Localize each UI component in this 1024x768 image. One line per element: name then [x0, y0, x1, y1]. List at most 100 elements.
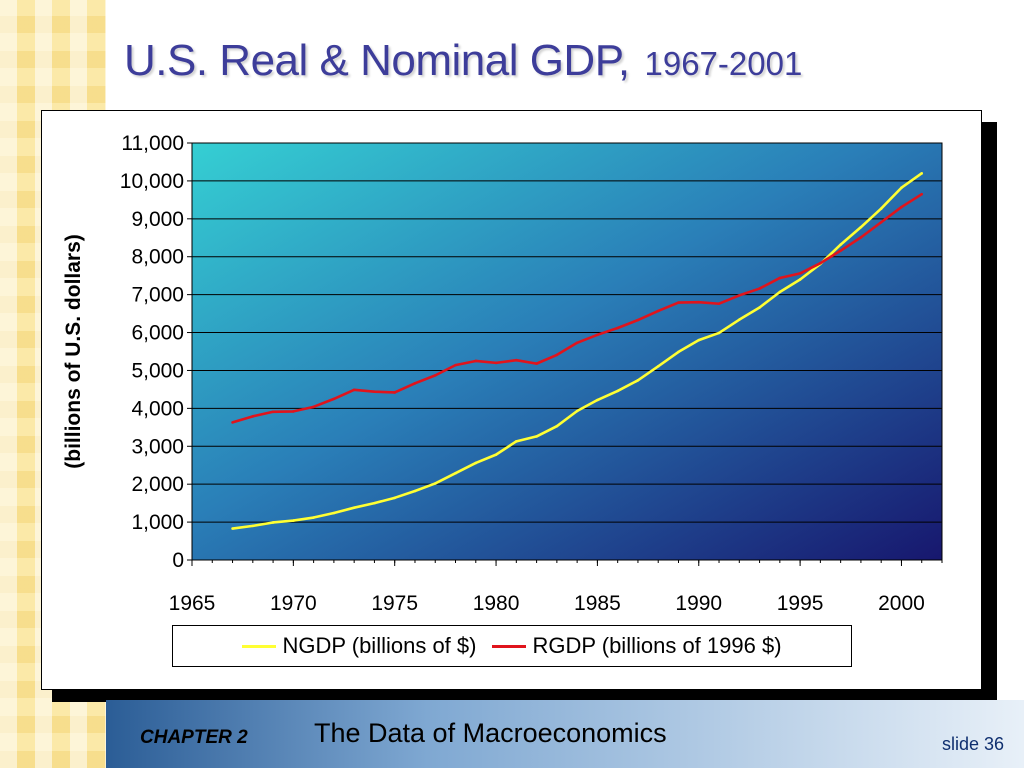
- legend-label-rgdp: RGDP (billions of 1996 $): [532, 633, 782, 658]
- title-years: 1967-2001: [644, 45, 803, 82]
- data-point-rgdp: [677, 301, 680, 304]
- data-point-ngdp: [879, 207, 883, 210]
- y-tick-label: 9,000: [131, 208, 184, 231]
- y-axis-label: (billions of U.S. dollars): [62, 234, 85, 469]
- data-point-rgdp: [373, 390, 376, 393]
- legend-swatch-ngdp: [242, 644, 277, 648]
- slide-title: U.S. Real & Nominal GDP, 1967-2001: [124, 36, 802, 86]
- y-tick-label: 10,000: [120, 170, 184, 193]
- data-point-rgdp: [494, 361, 498, 365]
- data-point-rgdp: [798, 272, 802, 275]
- data-point-ngdp: [900, 186, 903, 190]
- legend-swatch-rgdp: [492, 644, 527, 648]
- data-point-ngdp: [737, 318, 741, 321]
- data-point-rgdp: [433, 374, 437, 377]
- data-point-rgdp: [271, 410, 275, 414]
- data-point-rgdp: [596, 333, 599, 337]
- data-point-ngdp: [393, 496, 397, 500]
- data-point-ngdp: [575, 409, 579, 413]
- data-point-ngdp: [332, 511, 336, 515]
- data-point-ngdp: [697, 338, 701, 342]
- data-point-rgdp: [474, 359, 478, 363]
- data-point-rgdp: [454, 363, 457, 367]
- x-tick-label: 1995: [777, 592, 824, 615]
- data-point-rgdp: [920, 192, 924, 196]
- data-point-rgdp: [839, 249, 842, 252]
- data-point-ngdp: [798, 278, 802, 281]
- data-point-ngdp: [231, 527, 234, 530]
- data-point-rgdp: [697, 300, 701, 304]
- data-point-ngdp: [555, 424, 559, 428]
- data-point-ngdp: [474, 461, 478, 465]
- data-point-rgdp: [819, 261, 822, 265]
- x-tick-label: 1970: [270, 592, 317, 615]
- x-tick-label: 1985: [574, 592, 621, 615]
- data-point-rgdp: [575, 341, 579, 345]
- data-point-ngdp: [758, 306, 761, 309]
- y-tick-label: 11,000: [121, 132, 184, 155]
- data-point-rgdp: [413, 382, 417, 385]
- data-point-ngdp: [433, 482, 437, 485]
- y-tick-label: 8,000: [131, 246, 184, 269]
- data-point-rgdp: [231, 421, 234, 424]
- data-point-rgdp: [332, 397, 336, 401]
- data-point-ngdp: [839, 243, 842, 246]
- data-point-ngdp: [596, 398, 599, 402]
- data-point-ngdp: [251, 524, 255, 528]
- footer-bar: [106, 700, 1024, 768]
- data-point-ngdp: [515, 440, 518, 443]
- data-point-rgdp: [292, 410, 295, 413]
- data-point-ngdp: [535, 435, 538, 438]
- data-point-ngdp: [656, 364, 660, 368]
- data-point-ngdp: [717, 331, 721, 335]
- footer-chapter: CHAPTER 2: [140, 727, 248, 748]
- data-point-rgdp: [758, 287, 761, 290]
- data-point-ngdp: [352, 506, 356, 509]
- data-point-rgdp: [859, 236, 863, 239]
- x-tick-label: 1980: [473, 592, 520, 615]
- data-point-ngdp: [292, 519, 295, 522]
- y-tick-label: 3,000: [131, 435, 184, 458]
- data-point-rgdp: [352, 388, 356, 392]
- legend-label-ngdp: NGDP (billions of $): [282, 633, 477, 658]
- data-point-ngdp: [859, 225, 863, 229]
- data-point-ngdp: [778, 290, 782, 294]
- data-point-rgdp: [555, 353, 559, 357]
- data-point-ngdp: [920, 172, 924, 175]
- data-point-rgdp: [515, 358, 518, 362]
- data-point-ngdp: [271, 521, 275, 524]
- plot-area: [191, 142, 943, 561]
- legend-item-ngdp: NGDP (billions of $): [242, 633, 476, 659]
- slide-number: slide 36: [941, 734, 1004, 754]
- data-point-rgdp: [393, 391, 397, 394]
- y-tick-label: 4,000: [131, 397, 184, 420]
- x-tick-label: 1965: [169, 592, 216, 615]
- data-point-rgdp: [737, 294, 741, 297]
- data-point-rgdp: [636, 318, 640, 322]
- data-point-rgdp: [535, 362, 538, 365]
- data-point-rgdp: [312, 405, 315, 409]
- y-tick-label: 6,000: [131, 322, 184, 345]
- data-point-rgdp: [251, 415, 255, 418]
- legend-item-rgdp: RGDP (billions of 1996 $): [492, 633, 782, 659]
- data-point-ngdp: [312, 516, 315, 519]
- x-tick-label: 2000: [878, 592, 925, 615]
- y-tick-label: 0: [172, 549, 184, 572]
- chart-legend: NGDP (billions of $) RGDP (billions of 1…: [172, 625, 852, 667]
- data-point-ngdp: [373, 501, 376, 505]
- footer-title: The Data of Macroeconomics: [314, 718, 667, 748]
- data-point-ngdp: [454, 471, 457, 475]
- y-tick-label: 7,000: [131, 284, 184, 307]
- data-point-rgdp: [900, 205, 903, 209]
- data-point-ngdp: [494, 453, 498, 456]
- x-tick-label: 1975: [371, 592, 418, 615]
- data-point-ngdp: [636, 379, 640, 382]
- title-main: U.S. Real & Nominal GDP,: [124, 36, 630, 85]
- data-point-ngdp: [677, 350, 680, 354]
- line-chart: 0 1,000 2,000 3,000 4,000 5,000 6,000 7,000 8,00…: [62, 132, 943, 615]
- data-point-ngdp: [413, 489, 417, 493]
- chart-frame: 0 1,000 2,000 3,000 4,000 5,000 6,000 7,000 8,00…: [41, 110, 982, 690]
- x-tick-label: 1990: [675, 592, 722, 615]
- y-tick-label: 1,000: [131, 511, 184, 534]
- data-point-rgdp: [656, 309, 660, 313]
